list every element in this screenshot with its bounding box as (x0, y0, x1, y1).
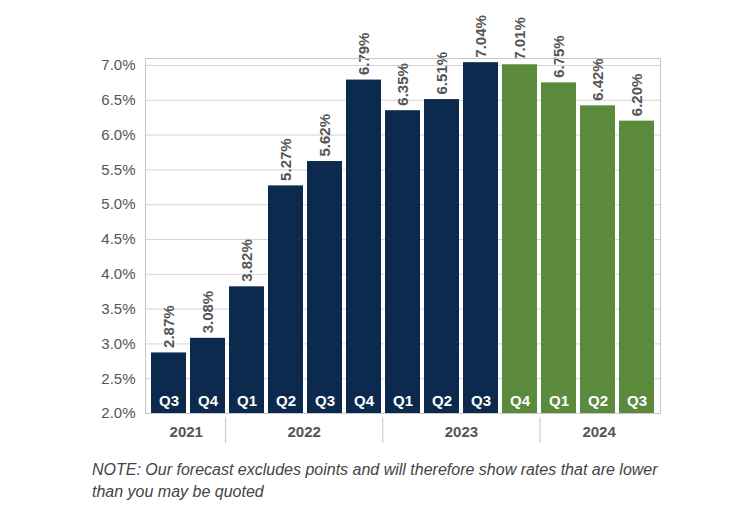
svg-text:Q3: Q3 (627, 392, 647, 409)
svg-text:4.0%: 4.0% (101, 265, 135, 282)
svg-text:Q4: Q4 (198, 392, 219, 409)
svg-text:5.5%: 5.5% (101, 161, 135, 178)
svg-text:7.0%: 7.0% (101, 56, 135, 73)
svg-text:3.5%: 3.5% (101, 300, 135, 317)
svg-text:6.51%: 6.51% (432, 52, 450, 95)
svg-text:Q1: Q1 (393, 392, 413, 409)
svg-text:7.04%: 7.04% (472, 15, 489, 58)
svg-text:5.27%: 5.27% (277, 138, 294, 181)
svg-text:Q2: Q2 (588, 392, 608, 409)
svg-text:4.5%: 4.5% (101, 230, 135, 247)
svg-text:Q3: Q3 (471, 392, 491, 409)
svg-text:2021: 2021 (170, 423, 203, 440)
svg-text:5.62%: 5.62% (316, 114, 333, 157)
svg-text:2.5%: 2.5% (101, 369, 135, 386)
svg-text:6.0%: 6.0% (101, 126, 135, 143)
svg-text:6.75%: 6.75% (550, 35, 567, 78)
svg-text:6.42%: 6.42% (589, 58, 606, 101)
svg-text:6.35%: 6.35% (394, 63, 411, 106)
svg-text:Q3: Q3 (315, 392, 335, 409)
svg-text:7.01%: 7.01% (511, 17, 528, 60)
svg-text:2.87%: 2.87% (160, 305, 177, 348)
svg-text:2.0%: 2.0% (101, 404, 135, 421)
svg-text:Q1: Q1 (549, 392, 569, 409)
svg-text:3.0%: 3.0% (101, 335, 135, 352)
svg-text:3.08%: 3.08% (199, 291, 216, 334)
svg-text:Q4: Q4 (510, 392, 531, 409)
svg-text:6.5%: 6.5% (101, 91, 135, 108)
svg-text:2023: 2023 (445, 423, 478, 440)
svg-text:2024: 2024 (582, 423, 616, 440)
svg-text:5.0%: 5.0% (101, 195, 135, 212)
svg-text:Q2: Q2 (276, 392, 296, 409)
svg-text:Q3: Q3 (159, 392, 179, 409)
svg-text:3.82%: 3.82% (238, 239, 255, 282)
svg-text:2022: 2022 (288, 423, 321, 440)
html-text:NOTE: Our forecast excludes po: NOTE: Our forecast excludes points and w… (92, 461, 658, 500)
svg-text:Q2: Q2 (432, 392, 452, 409)
svg-text:6.79%: 6.79% (355, 33, 372, 76)
svg-text:Q4: Q4 (354, 392, 375, 409)
svg-text:6.20%: 6.20% (628, 74, 645, 117)
svg-text:Q1: Q1 (237, 392, 257, 409)
